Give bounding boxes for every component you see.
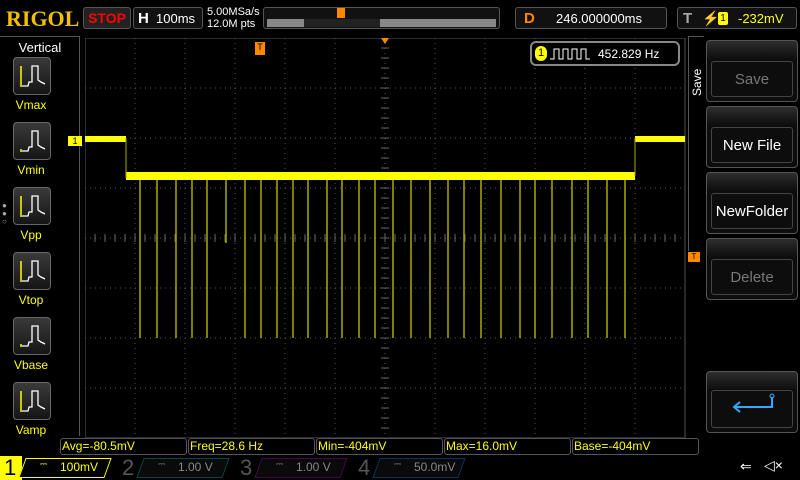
memory-depth: 12.0M pts — [207, 18, 256, 30]
plot-border — [85, 38, 686, 438]
measure-label: Vtop — [18, 293, 44, 307]
channel-number: 2 — [122, 455, 135, 480]
center-marker-icon — [381, 38, 389, 44]
channel-number: 4 — [358, 455, 371, 480]
trigger-level: -232mV — [738, 11, 784, 26]
run-stop-status[interactable]: STOP — [83, 7, 131, 29]
measure-vamp-button[interactable] — [13, 382, 51, 420]
return-button[interactable] — [706, 371, 798, 433]
channel-scale: 1.00 V — [178, 460, 213, 474]
vmin-icon — [20, 130, 46, 152]
speaker-muted-icon: ◁× — [764, 457, 783, 473]
coupling-dc-icon: ⎓ — [276, 459, 284, 469]
trigger-position-icon — [337, 8, 345, 18]
trigger-position-marker[interactable]: T — [255, 42, 265, 55]
trigger-source: 1 — [718, 12, 728, 25]
button-label: NewFolder — [711, 193, 793, 229]
measurement-item: Max=16.0mV — [444, 438, 571, 455]
top-bar: RIGOL STOP H 100ms 5.00MSa/s 12.0M pts D 24… — [0, 0, 800, 36]
vpp-icon — [20, 195, 46, 217]
rising-edge-icon: ⚡ — [702, 10, 720, 26]
square-wave-icon — [550, 48, 590, 60]
frequency-counter: 1 452.829 Hz — [530, 41, 680, 66]
counter-channel: 1 — [535, 46, 547, 61]
channel-3-button[interactable]: 3 ⎓ 1.00 V — [236, 456, 351, 480]
channel-1-offset-marker[interactable]: 1 — [68, 136, 82, 146]
vbase-icon — [20, 325, 46, 347]
channel-scale: 1.00 V — [296, 460, 331, 474]
usb-icon: ⇐ — [740, 458, 752, 474]
measure-vpp-button[interactable] — [13, 187, 51, 225]
coupling-dc-icon: ⎓ — [158, 459, 166, 469]
delay-value: 246.000000ms — [556, 11, 643, 26]
vtop-icon — [20, 260, 46, 282]
channel-number: 3 — [240, 455, 253, 480]
measure-vtop-button[interactable] — [13, 252, 51, 290]
channel-number: 1 — [4, 455, 17, 480]
channel-1-button[interactable]: 1 ⎓ 100mV — [0, 456, 115, 480]
measure-vmin-button[interactable] — [13, 122, 51, 160]
waveform-high-level — [635, 136, 685, 142]
rigol-logo: RIGOL — [6, 6, 80, 31]
trigger-key: T — [683, 10, 693, 27]
new-file-button[interactable]: New File — [706, 106, 798, 168]
waveform-high-level — [85, 136, 126, 142]
channel-bar: 1 ⎓ 100mV 2 ⎓ 1.00 V 3 ⎓ 1.00 V 4 ⎓ 50.0… — [0, 456, 800, 480]
panel-title: Vertical — [18, 40, 62, 55]
trigger-level-marker[interactable]: T — [688, 252, 700, 262]
coupling-dc-icon: ⎓ — [40, 459, 48, 469]
return-arrow-icon — [711, 390, 793, 428]
page-indicator: ● ● ○ — [2, 201, 7, 226]
newfolder-button[interactable]: NewFolder — [706, 172, 798, 234]
counter-value: 452.829 Hz — [598, 47, 660, 61]
measurement-item: Base=-404mV — [572, 438, 699, 455]
measurement-item: Freq=28.6 Hz — [188, 438, 315, 455]
horizontal-key: H — [138, 10, 149, 27]
save-button[interactable]: Save — [706, 40, 798, 102]
vamp-icon — [20, 390, 46, 412]
delay-box[interactable]: D 246.000000ms — [515, 7, 667, 29]
channel-scale: 50.0mV — [414, 460, 456, 474]
trigger-box[interactable]: T ⚡ 1 -232mV — [677, 7, 797, 29]
measure-vmax-button[interactable] — [13, 57, 51, 95]
timebase-box[interactable]: H 100ms — [133, 7, 203, 29]
vertical-measure-panel — [0, 36, 80, 436]
coupling-dc-icon: ⎓ — [394, 459, 402, 469]
channel-2-button[interactable]: 2 ⎓ 1.00 V — [118, 456, 233, 480]
save-menu: Save — [688, 36, 800, 456]
measure-label: Vmax — [15, 98, 47, 112]
acquisition-info: 5.00MSa/s 12.0M pts — [207, 6, 260, 30]
channel-scale: 100mV — [60, 460, 99, 474]
measure-label: Vpp — [20, 228, 42, 242]
vmax-icon — [20, 65, 46, 87]
sample-rate: 5.00MSa/s — [207, 6, 260, 18]
measure-vbase-button[interactable] — [13, 317, 51, 355]
button-label: Delete — [711, 259, 793, 295]
button-label: New File — [711, 127, 793, 163]
delay-key: D — [524, 10, 535, 27]
measure-label: Vamp — [15, 423, 47, 437]
measurement-item: Min=-404mV — [316, 438, 443, 455]
waveform-display — [85, 38, 686, 438]
button-label: Save — [711, 61, 793, 97]
measure-label: Vbase — [13, 358, 49, 372]
timebase-value: 100ms — [156, 11, 196, 26]
measurement-item: Avg=-80.5mV — [60, 438, 187, 455]
waveform-low-level — [126, 172, 635, 180]
delete-button[interactable]: Delete — [706, 238, 798, 300]
measure-label: Vmin — [17, 163, 45, 177]
measurement-bar: Avg=-80.5mV Freq=28.6 Hz Min=-404mV Max=16.… — [60, 438, 699, 455]
memory-overview — [263, 7, 500, 29]
channel-4-button[interactable]: 4 ⎓ 50.0mV — [354, 456, 469, 480]
